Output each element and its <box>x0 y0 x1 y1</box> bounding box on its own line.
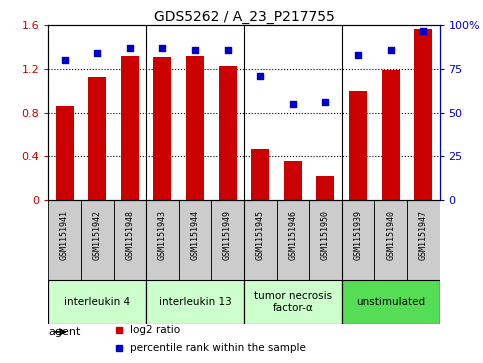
Text: GSM1151950: GSM1151950 <box>321 209 330 260</box>
Text: GSM1151942: GSM1151942 <box>93 209 102 260</box>
Bar <box>276 200 309 280</box>
Bar <box>154 57 171 200</box>
Point <box>61 57 69 63</box>
Point <box>419 28 427 33</box>
Point <box>191 47 199 53</box>
Text: GSM1151947: GSM1151947 <box>419 209 428 260</box>
Bar <box>219 66 237 200</box>
Bar <box>121 56 139 200</box>
Bar <box>48 280 146 324</box>
Bar <box>244 280 342 324</box>
Bar <box>56 106 73 200</box>
Text: GSM1151946: GSM1151946 <box>288 209 298 260</box>
Bar <box>114 200 146 280</box>
Text: GSM1151949: GSM1151949 <box>223 209 232 260</box>
Bar <box>146 280 244 324</box>
Point <box>322 99 329 105</box>
Point <box>387 47 395 53</box>
Text: GSM1151943: GSM1151943 <box>158 209 167 260</box>
Bar <box>374 200 407 280</box>
Point <box>354 52 362 58</box>
Text: GSM1151944: GSM1151944 <box>190 209 199 260</box>
Text: GSM1151941: GSM1151941 <box>60 209 69 260</box>
Bar <box>316 176 334 200</box>
Bar <box>212 200 244 280</box>
Text: GSM1151948: GSM1151948 <box>125 209 134 260</box>
Text: percentile rank within the sample: percentile rank within the sample <box>130 343 306 353</box>
Bar <box>146 200 179 280</box>
Text: GSM1151945: GSM1151945 <box>256 209 265 260</box>
Text: unstimulated: unstimulated <box>356 297 425 307</box>
Bar <box>88 77 106 200</box>
Point <box>93 50 101 56</box>
Bar <box>342 280 440 324</box>
Text: interleukin 4: interleukin 4 <box>64 297 130 307</box>
Bar <box>284 161 302 200</box>
Bar <box>342 200 374 280</box>
Bar <box>349 91 367 200</box>
Bar <box>48 200 81 280</box>
Bar <box>244 200 277 280</box>
Text: interleukin 13: interleukin 13 <box>158 297 231 307</box>
Text: tumor necrosis
factor-α: tumor necrosis factor-α <box>254 291 332 313</box>
Text: agent: agent <box>48 327 81 337</box>
Bar <box>81 200 114 280</box>
Bar <box>179 200 212 280</box>
Point <box>256 73 264 79</box>
Title: GDS5262 / A_23_P217755: GDS5262 / A_23_P217755 <box>154 11 334 24</box>
Point <box>158 45 166 51</box>
Bar <box>382 70 399 200</box>
Bar <box>251 149 269 200</box>
Text: GSM1151940: GSM1151940 <box>386 209 395 260</box>
Point <box>224 47 231 53</box>
Bar <box>407 200 440 280</box>
Text: log2 ratio: log2 ratio <box>130 325 181 335</box>
Text: GSM1151939: GSM1151939 <box>354 209 363 260</box>
Bar <box>414 29 432 200</box>
Bar <box>186 56 204 200</box>
Point <box>126 45 134 51</box>
Point <box>289 101 297 107</box>
Bar <box>309 200 342 280</box>
